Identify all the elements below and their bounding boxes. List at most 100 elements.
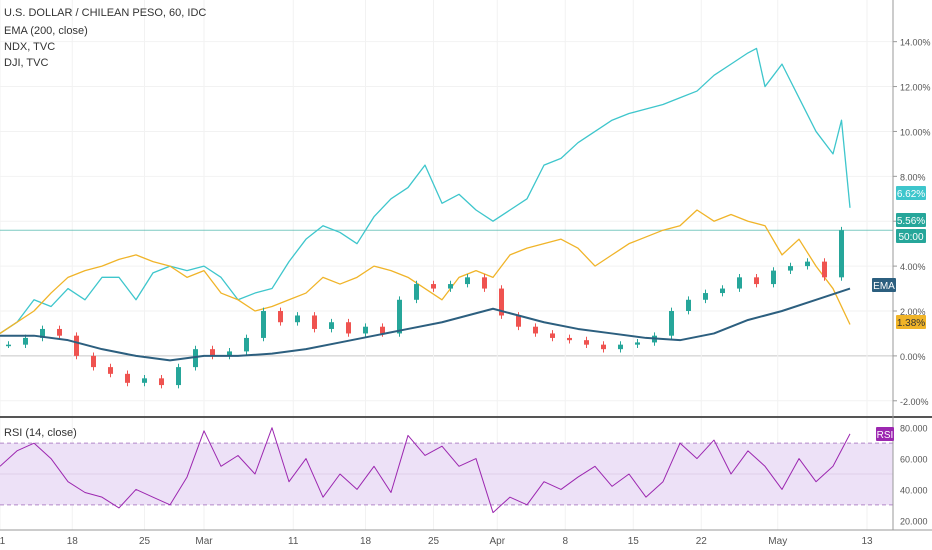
price-candle [567, 337, 572, 341]
price-candle [448, 284, 453, 289]
price-candle [635, 342, 640, 345]
price-candle [805, 261, 810, 267]
ema-line [0, 287, 851, 362]
xtick-label: 25 [139, 536, 151, 547]
xtick-label: Mar [195, 536, 213, 547]
badge-countdown-text: 50:00 [898, 232, 923, 243]
main-ytick-label: 4.00% [900, 262, 926, 272]
dji-line [0, 209, 851, 334]
time-axis[interactable]: 11 18 25 Mar 11 18 25 Apr 8 15 22 May 13 [0, 536, 873, 547]
price-candle [176, 367, 181, 386]
price-candle [550, 333, 555, 338]
price-candle [159, 378, 164, 386]
symbol-title[interactable]: U.S. DOLLAR / CHILEAN PESO, 60, IDC [4, 7, 206, 19]
main-ytick-label: -2.00% [900, 397, 929, 407]
price-candle [227, 351, 232, 356]
main-ytick-label: 8.00% [900, 172, 926, 182]
price-candle [278, 311, 283, 323]
xtick-label: 13 [861, 536, 873, 547]
price-candle [737, 277, 742, 289]
price-candle [720, 288, 725, 294]
rsi-ytick-label: 80.000 [900, 424, 928, 434]
xtick-label: 18 [67, 536, 79, 547]
price-candle [108, 367, 113, 374]
price-candle [414, 284, 419, 300]
badge-price: 5.56% [896, 213, 926, 227]
main-ytick-label: 14.00% [900, 38, 931, 48]
price-candle [312, 315, 317, 329]
price-candle [142, 378, 147, 383]
rsi-ytick-label: 60.000 [900, 455, 928, 465]
price-candle [516, 315, 521, 327]
xtick-label: Apr [489, 536, 505, 547]
rsi-axis[interactable]: 80.000 60.000 40.000 20.000 [900, 424, 928, 527]
main-ytick-label: 10.00% [900, 127, 931, 137]
badge-dji-text: 1.38% [897, 318, 925, 329]
price-candle [465, 277, 470, 285]
main-series-layer [0, 47, 851, 389]
price-candle [601, 344, 606, 350]
badge-ema: EMA [872, 278, 896, 292]
price-candle [74, 335, 79, 356]
price-candle [40, 328, 45, 338]
xtick-label: 25 [428, 536, 440, 547]
price-candle [346, 322, 351, 334]
price-candle [839, 230, 844, 278]
price-candle [363, 326, 368, 334]
price-candle [669, 311, 674, 336]
xtick-label: 22 [696, 536, 708, 547]
price-candle [210, 349, 215, 356]
price-candle [822, 261, 827, 278]
main-ytick-label: 12.00% [900, 83, 931, 93]
price-candle [771, 270, 776, 285]
badge-ndx-text: 6.62% [897, 189, 925, 200]
price-candle [533, 326, 538, 334]
indicator-ema-label[interactable]: EMA (200, close) [4, 25, 88, 37]
badge-rsi: RSI [876, 427, 894, 441]
badge-ndx: 6.62% [896, 186, 926, 200]
ndx-line [0, 47, 851, 334]
price-candle [244, 337, 249, 352]
main-grid [0, 0, 893, 530]
price-candle [125, 373, 130, 383]
indicator-dji-label[interactable]: DJI, TVC [4, 57, 48, 69]
price-candle [380, 326, 385, 334]
price-candle [754, 277, 759, 285]
price-candle [584, 340, 589, 345]
price-candle [193, 349, 198, 368]
rsi-panel-label[interactable]: RSI (14, close) [4, 427, 77, 439]
badge-dji: 1.38% [896, 315, 926, 329]
rsi-series-layer [0, 427, 851, 514]
badge-countdown: 50:00 [896, 229, 926, 243]
price-candle [686, 299, 691, 311]
main-ytick-label: 2.00% [900, 307, 926, 317]
price-candle [329, 322, 334, 329]
price-candle [261, 311, 266, 338]
rsi-ytick-label: 20.000 [900, 516, 928, 526]
price-candle [295, 315, 300, 323]
xtick-label: 11 [288, 536, 299, 547]
price-candle [482, 277, 487, 289]
price-candle [703, 293, 708, 300]
xtick-label: 8 [562, 536, 568, 547]
price-candle [6, 344, 11, 347]
main-ytick-label: 0.00% [900, 352, 926, 362]
badge-rsi-text: RSI [877, 430, 894, 441]
xtick-label: May [768, 536, 787, 547]
price-candle [57, 328, 62, 336]
indicator-ndx-label[interactable]: NDX, TVC [4, 41, 55, 53]
rsi-grid [0, 442, 893, 506]
badge-price-text: 5.56% [897, 216, 925, 227]
xtick-label: 18 [360, 536, 372, 547]
price-candle [431, 284, 436, 289]
price-candle [618, 344, 623, 350]
badge-ema-text: EMA [873, 281, 895, 292]
rsi-line [0, 427, 851, 514]
price-candle [23, 337, 28, 345]
rsi-ytick-label: 40.000 [900, 485, 928, 495]
xtick-label: 11 [0, 536, 6, 547]
price-candle [788, 266, 793, 271]
price-candle [397, 299, 402, 334]
price-candle [499, 288, 504, 316]
